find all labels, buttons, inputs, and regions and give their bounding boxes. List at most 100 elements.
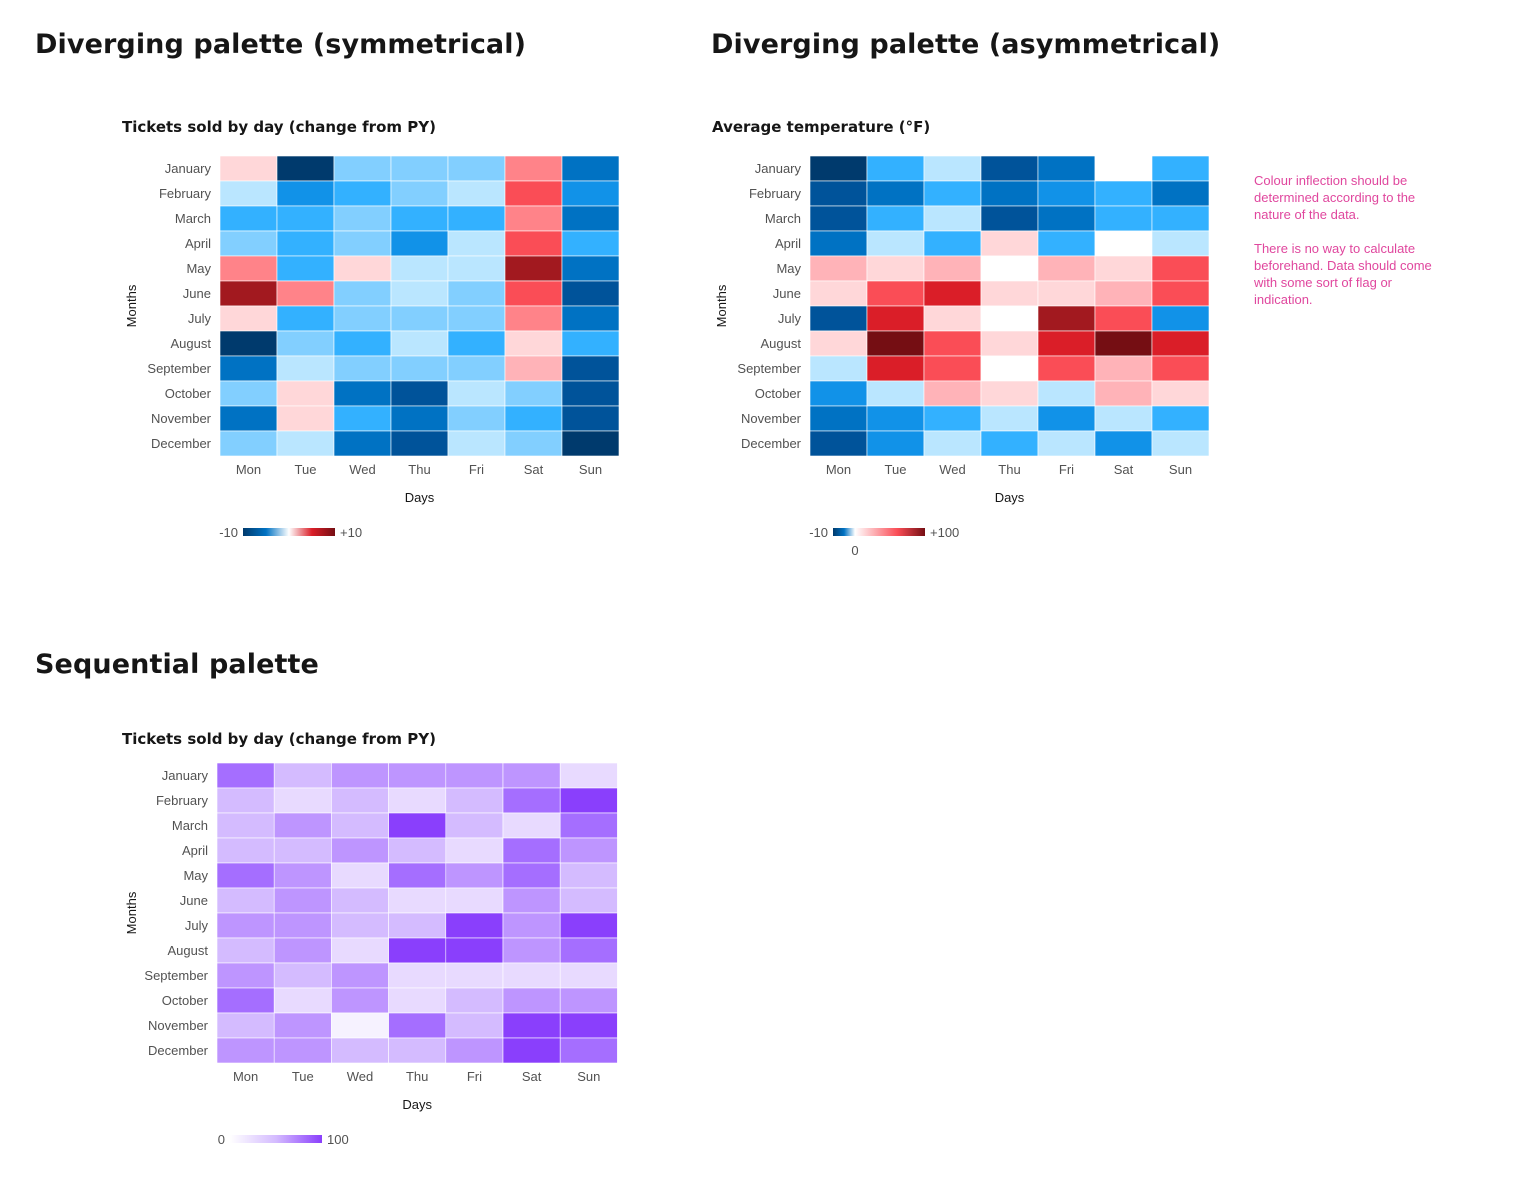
heatmap-cell (561, 355, 620, 382)
heatmap-cell (333, 255, 392, 282)
heatmap-cell (1151, 230, 1210, 257)
heatmap-cell (1037, 330, 1096, 357)
heatmap-cell (866, 405, 925, 432)
heatmap-cell (388, 762, 447, 789)
heatmap-cell (1094, 405, 1153, 432)
heatmap-cell (561, 155, 620, 182)
heatmap-cell (1094, 180, 1153, 207)
heatmap-cell (331, 937, 389, 964)
heatmap-cell (561, 305, 620, 332)
heatmap-cell (390, 430, 449, 457)
x-tick-label: Fri (1059, 462, 1074, 477)
heatmap-cell (333, 405, 392, 432)
legend-min-label: -10 (809, 525, 828, 540)
heatmap-cell (559, 962, 618, 989)
heatmap-cell (445, 812, 504, 839)
heatmap-cell (504, 405, 563, 432)
y-tick-label: March (175, 211, 211, 226)
section-title-sequential: Sequential palette (35, 649, 319, 680)
x-axis-label: Days (405, 490, 435, 505)
heatmap-cell (502, 937, 561, 964)
heatmap-cell (1094, 355, 1153, 382)
heatmap-cell (216, 762, 275, 789)
heatmap-cell (447, 255, 506, 282)
y-tick-label: May (776, 261, 801, 276)
heatmap-cell (447, 430, 506, 457)
heatmap-cell (559, 837, 618, 864)
heatmap-cell (276, 280, 335, 307)
heatmap-cell (273, 1037, 332, 1064)
heatmap-cell (923, 230, 982, 257)
heatmap-cell (273, 762, 332, 789)
heatmap-cell (216, 987, 275, 1014)
heatmap-cell (502, 962, 561, 989)
heatmap-cell (1094, 305, 1153, 332)
y-tick-label: March (765, 211, 801, 226)
heatmap-cell (390, 380, 449, 407)
x-tick-label: Thu (408, 462, 430, 477)
heatmap-cell (504, 255, 563, 282)
heatmap-cell (1037, 305, 1096, 332)
heatmap-cell (923, 205, 982, 232)
heatmap-cell (273, 837, 332, 864)
y-tick-label: August (171, 336, 212, 351)
note-paragraph-2: There is no way to calculate beforehand.… (1254, 241, 1432, 307)
heatmap-cell (216, 1012, 275, 1039)
heatmap-cell (559, 1037, 618, 1064)
heatmap-cell (809, 380, 868, 407)
heatmap-cell (980, 305, 1039, 332)
y-tick-label: August (168, 943, 209, 958)
heatmap-cell (502, 787, 561, 814)
chart-title: Tickets sold by day (change from PY) (122, 118, 436, 136)
heatmap-cell (445, 862, 504, 889)
heatmap-cell (866, 230, 925, 257)
heatmap-cell (502, 1037, 561, 1064)
heatmap-cell (561, 230, 620, 257)
heatmap-cell (331, 812, 389, 839)
heatmap-cell (273, 787, 332, 814)
heatmap-cell (333, 380, 392, 407)
heatmap-cell (1037, 280, 1096, 307)
heatmap-cell (561, 205, 620, 232)
heatmap-cell (333, 180, 392, 207)
x-tick-label: Sat (524, 462, 544, 477)
heatmap-cell (273, 962, 332, 989)
heatmap-cell (273, 1012, 332, 1039)
heatmap-cell (809, 230, 868, 257)
heatmap-cell (447, 305, 506, 332)
heatmap-cell (388, 912, 447, 939)
heatmap-cell (447, 230, 506, 257)
heatmap-cell (809, 180, 868, 207)
heatmap-cell (276, 380, 335, 407)
y-tick-label: October (162, 993, 209, 1008)
heatmap-cell (561, 255, 620, 282)
heatmap-cell (331, 787, 389, 814)
heatmap-cell (559, 987, 618, 1014)
heatmap-cell (504, 205, 563, 232)
heatmap-cell (333, 155, 392, 182)
y-tick-label: December (741, 436, 802, 451)
y-tick-label: February (156, 793, 209, 808)
heatmap-cell (390, 180, 449, 207)
heatmap-cell (447, 180, 506, 207)
y-tick-label: January (162, 768, 209, 783)
heatmap-cell (923, 380, 982, 407)
x-axis-label: Days (402, 1097, 432, 1112)
heatmap-cell (447, 155, 506, 182)
heatmap-cell (216, 862, 275, 889)
heatmap-cell (923, 180, 982, 207)
heatmap-cell (445, 1037, 504, 1064)
heatmap-cell (445, 912, 504, 939)
heatmap-cell (1151, 180, 1210, 207)
heatmap-cell (390, 305, 449, 332)
heatmap-cell (561, 380, 620, 407)
heatmap-cell (923, 155, 982, 182)
y-tick-label: April (185, 236, 211, 251)
heatmap-cell (219, 380, 278, 407)
heatmap-cell (1151, 355, 1210, 382)
heatmap-cell (504, 155, 563, 182)
heatmap-cell (216, 837, 275, 864)
y-tick-label: June (183, 286, 211, 301)
heatmap-cell (809, 305, 868, 332)
heatmap-cell (559, 887, 618, 914)
